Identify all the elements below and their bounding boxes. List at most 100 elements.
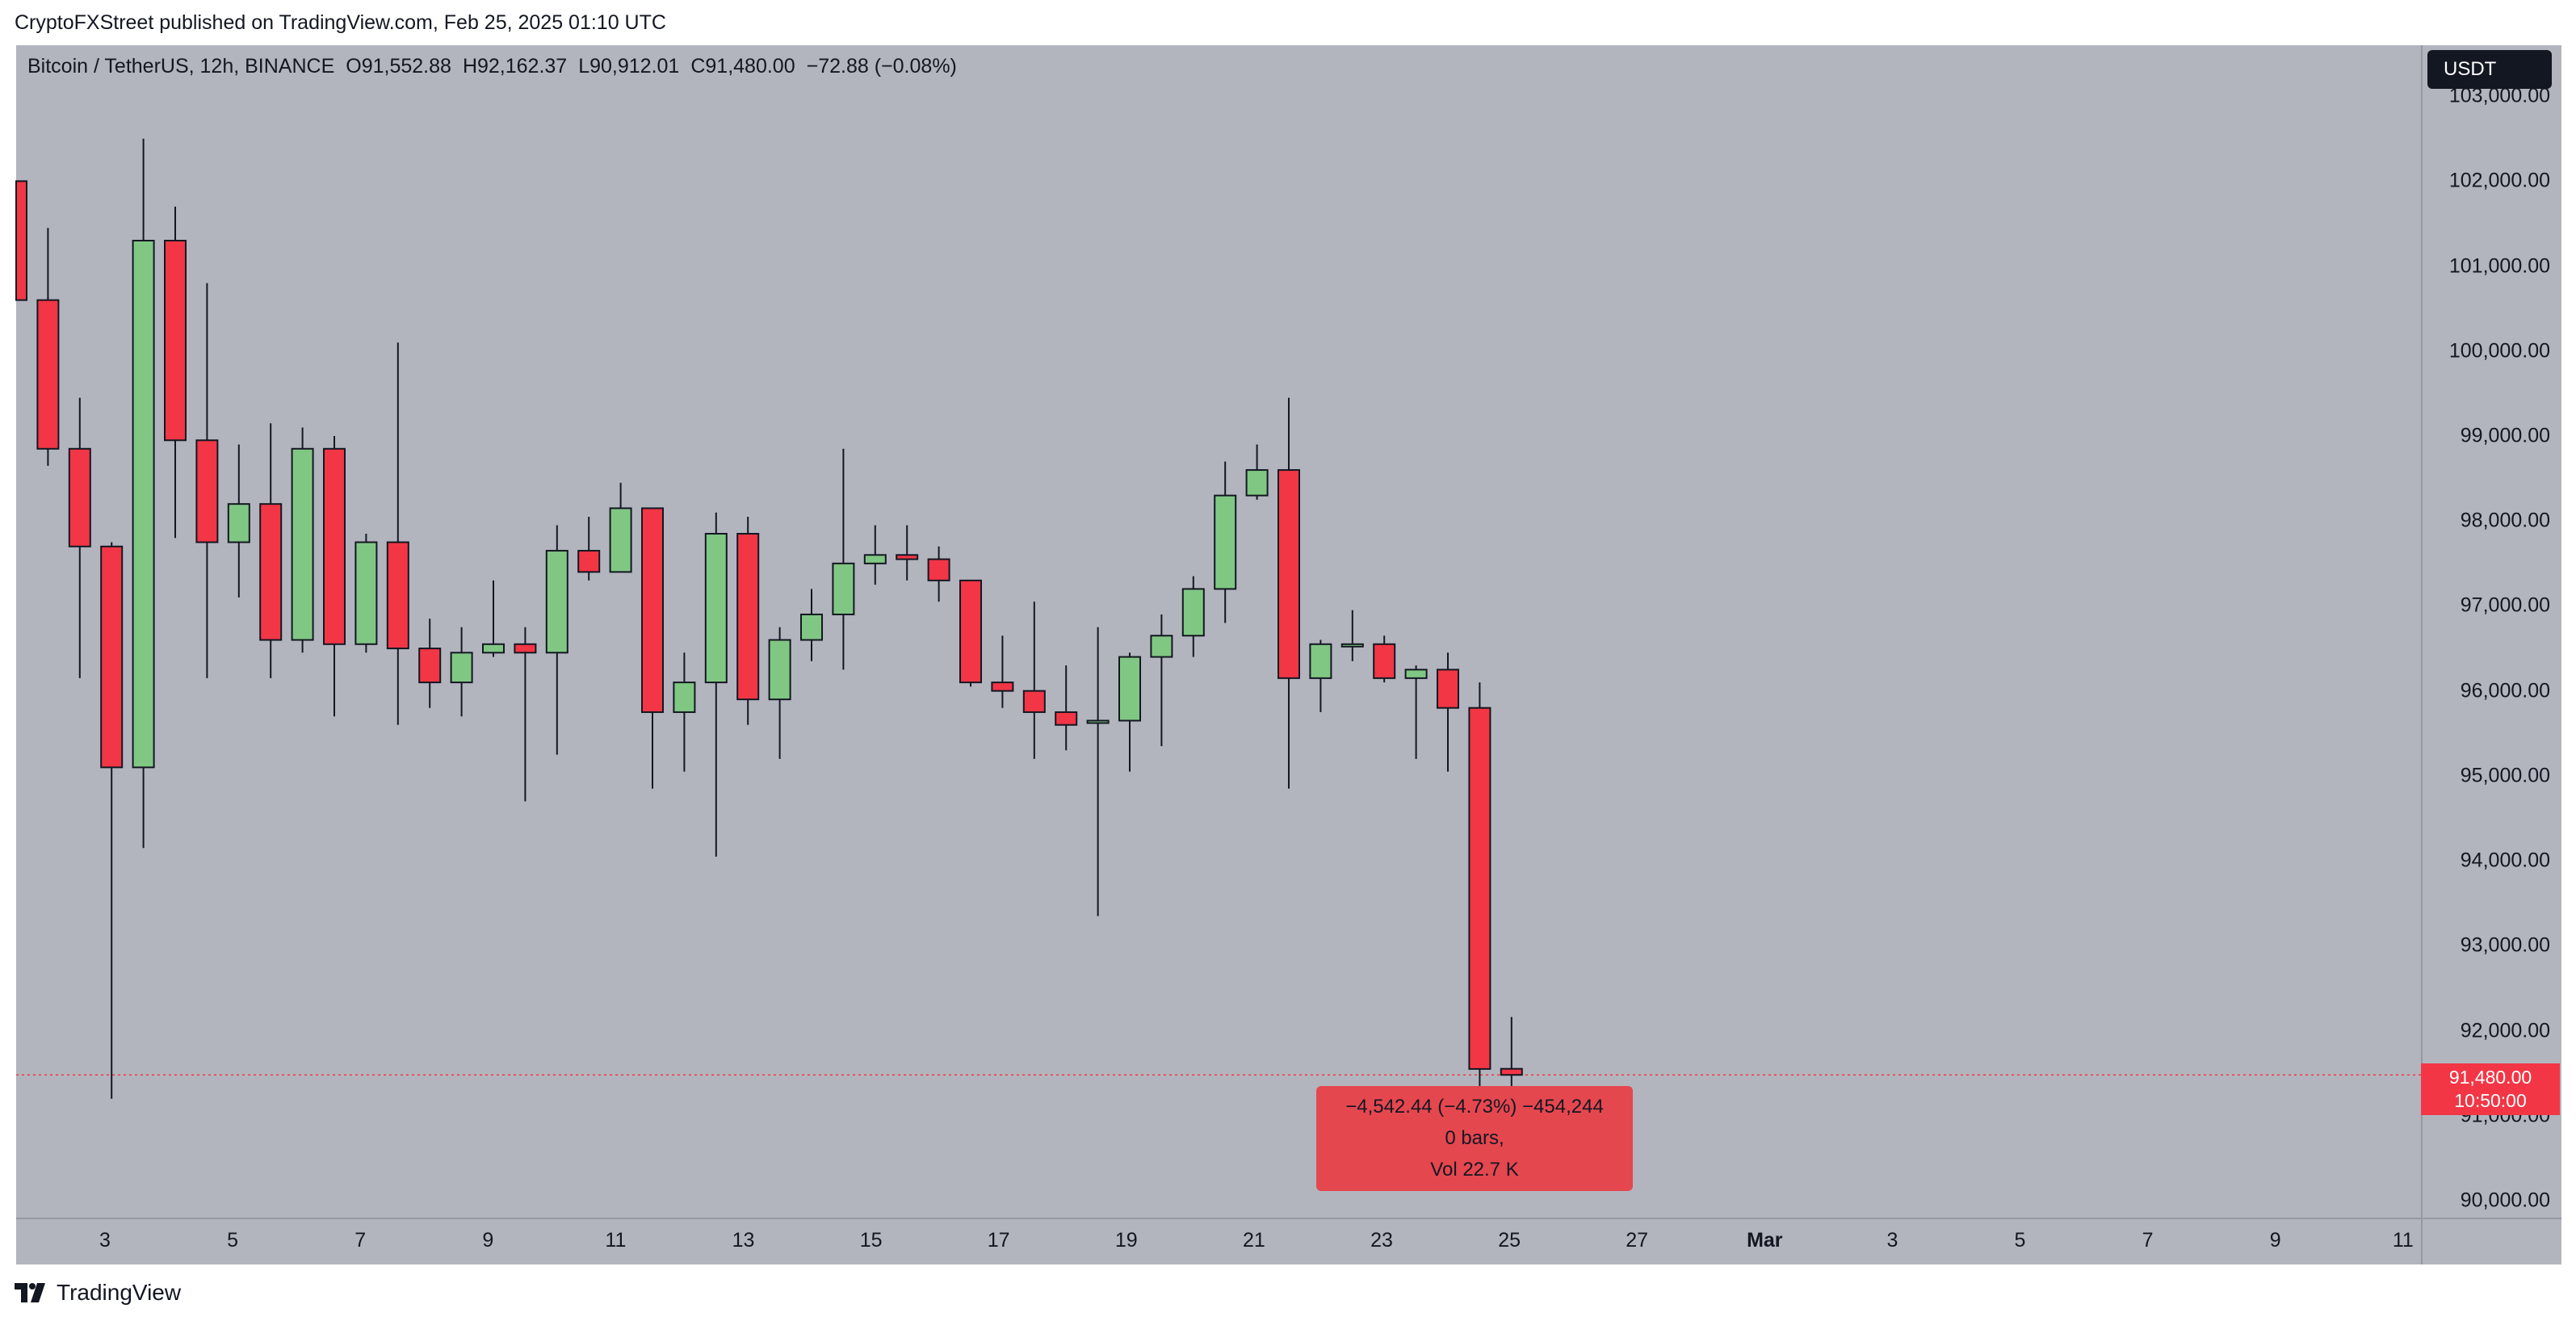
candle[interactable] bbox=[1373, 635, 1396, 683]
price-tick-label: 96,000.00 bbox=[2460, 679, 2550, 702]
candle[interactable] bbox=[1309, 640, 1332, 712]
candle[interactable] bbox=[1404, 665, 1428, 759]
price-tick-label: 93,000.00 bbox=[2460, 933, 2550, 957]
candle[interactable] bbox=[609, 482, 632, 573]
candle[interactable] bbox=[1340, 610, 1364, 661]
candle-body-up bbox=[1214, 494, 1237, 590]
candle[interactable] bbox=[132, 138, 155, 849]
candle[interactable] bbox=[164, 206, 187, 539]
time-tick-label: 27 bbox=[1626, 1229, 1649, 1252]
candle[interactable] bbox=[386, 342, 409, 725]
time-tick-label: 11 bbox=[605, 1229, 627, 1252]
candle[interactable] bbox=[195, 283, 219, 678]
candle[interactable] bbox=[1468, 682, 1491, 1099]
time-tick-label: 19 bbox=[1114, 1229, 1138, 1252]
candle-body-up bbox=[609, 507, 632, 573]
candle[interactable] bbox=[1181, 576, 1205, 657]
candle[interactable] bbox=[355, 534, 378, 653]
candle[interactable] bbox=[1022, 602, 1046, 759]
measure-bars: 0 bars, bbox=[1445, 1127, 1504, 1149]
price-tick-label: 97,000.00 bbox=[2460, 593, 2550, 617]
candle[interactable] bbox=[418, 619, 442, 708]
candle-body-down bbox=[68, 447, 91, 547]
candle-body-down bbox=[991, 681, 1014, 692]
candle[interactable] bbox=[514, 627, 537, 802]
candle-body-down bbox=[100, 545, 124, 769]
time-tick-label: 5 bbox=[227, 1229, 239, 1252]
candle[interactable] bbox=[1086, 627, 1110, 916]
time-tick-label: 25 bbox=[1498, 1229, 1521, 1252]
candle-body-down bbox=[323, 447, 346, 645]
time-axis[interactable] bbox=[16, 1218, 2560, 1264]
candle-body-up bbox=[227, 503, 250, 543]
time-tick-label: 7 bbox=[355, 1229, 367, 1252]
candle[interactable] bbox=[100, 542, 124, 1099]
candle[interactable] bbox=[991, 635, 1014, 708]
footer-brand[interactable]: TradingView bbox=[15, 1280, 181, 1306]
candle[interactable] bbox=[545, 525, 568, 755]
candle[interactable] bbox=[863, 525, 887, 585]
candle-body-down bbox=[736, 533, 760, 701]
candle-body-up bbox=[1118, 656, 1141, 722]
candle[interactable] bbox=[768, 627, 791, 759]
candle[interactable] bbox=[927, 546, 950, 602]
candle[interactable] bbox=[482, 580, 505, 657]
candle[interactable] bbox=[36, 228, 60, 466]
candle[interactable] bbox=[1437, 652, 1459, 772]
candle-body-down bbox=[36, 299, 60, 450]
candle[interactable] bbox=[673, 652, 696, 772]
candle-body-up bbox=[291, 447, 314, 641]
candle-body-up bbox=[1181, 588, 1205, 637]
axis-corner bbox=[2421, 1218, 2561, 1264]
time-tick-label: 3 bbox=[1886, 1229, 1898, 1252]
measure-change: −4,542.44 (−4.73%) −454,244 bbox=[1345, 1096, 1604, 1118]
candle[interactable] bbox=[704, 512, 728, 857]
price-tick-label: 101,000.00 bbox=[2448, 254, 2550, 278]
price-axis[interactable] bbox=[2421, 45, 2561, 1218]
candle[interactable] bbox=[832, 448, 855, 670]
candle-body-down bbox=[259, 503, 283, 641]
candle-body-down bbox=[386, 541, 409, 650]
candle[interactable] bbox=[323, 436, 346, 717]
candle[interactable] bbox=[736, 516, 760, 725]
price-tick-label: 95,000.00 bbox=[2460, 764, 2550, 787]
currency-button[interactable]: USDT bbox=[2427, 50, 2552, 89]
candle[interactable] bbox=[450, 627, 473, 717]
measure-volume: Vol 22.7 K bbox=[1430, 1159, 1519, 1181]
candle-body-up bbox=[1150, 635, 1173, 658]
legend-symbol[interactable]: Bitcoin / TetherUS, 12h, BINANCE bbox=[27, 55, 335, 78]
candle[interactable] bbox=[291, 427, 314, 653]
candle[interactable] bbox=[68, 397, 91, 678]
candle[interactable] bbox=[896, 525, 919, 581]
price-tick-label: 94,000.00 bbox=[2460, 849, 2550, 872]
candle-body-down bbox=[1055, 711, 1078, 726]
candle[interactable] bbox=[15, 180, 27, 301]
candle[interactable] bbox=[641, 507, 664, 789]
time-tick-label: 5 bbox=[2014, 1229, 2026, 1252]
chart-plot-area[interactable] bbox=[16, 45, 2421, 1218]
candle[interactable] bbox=[1055, 665, 1078, 751]
candle[interactable] bbox=[800, 589, 823, 661]
candle[interactable] bbox=[259, 423, 283, 678]
candle[interactable] bbox=[1214, 461, 1237, 623]
legend-low: L90,912.01 bbox=[578, 55, 680, 78]
candle[interactable] bbox=[577, 516, 601, 581]
candle[interactable] bbox=[959, 579, 982, 687]
price-tick-label: 90,000.00 bbox=[2460, 1189, 2550, 1212]
price-tick-label: 103,000.00 bbox=[2448, 84, 2550, 107]
candle[interactable] bbox=[1118, 652, 1141, 772]
candle-body-down bbox=[1437, 669, 1459, 709]
candle[interactable] bbox=[227, 444, 250, 598]
candle-body-up bbox=[545, 550, 568, 654]
candle-body-down bbox=[1373, 643, 1396, 679]
candle-body-down bbox=[959, 579, 982, 684]
candle-body-down bbox=[195, 439, 219, 543]
last-price-badge: 91,480.00 10:50:00 bbox=[2421, 1063, 2560, 1116]
time-tick-label: 9 bbox=[2269, 1229, 2281, 1252]
publisher-line: CryptoFXStreet published on TradingView.… bbox=[15, 11, 666, 34]
candle[interactable] bbox=[1278, 397, 1300, 789]
candle-body-up bbox=[1086, 719, 1110, 724]
time-tick-label: 9 bbox=[482, 1229, 494, 1252]
candle[interactable] bbox=[1245, 444, 1269, 500]
candle[interactable] bbox=[1150, 614, 1173, 747]
